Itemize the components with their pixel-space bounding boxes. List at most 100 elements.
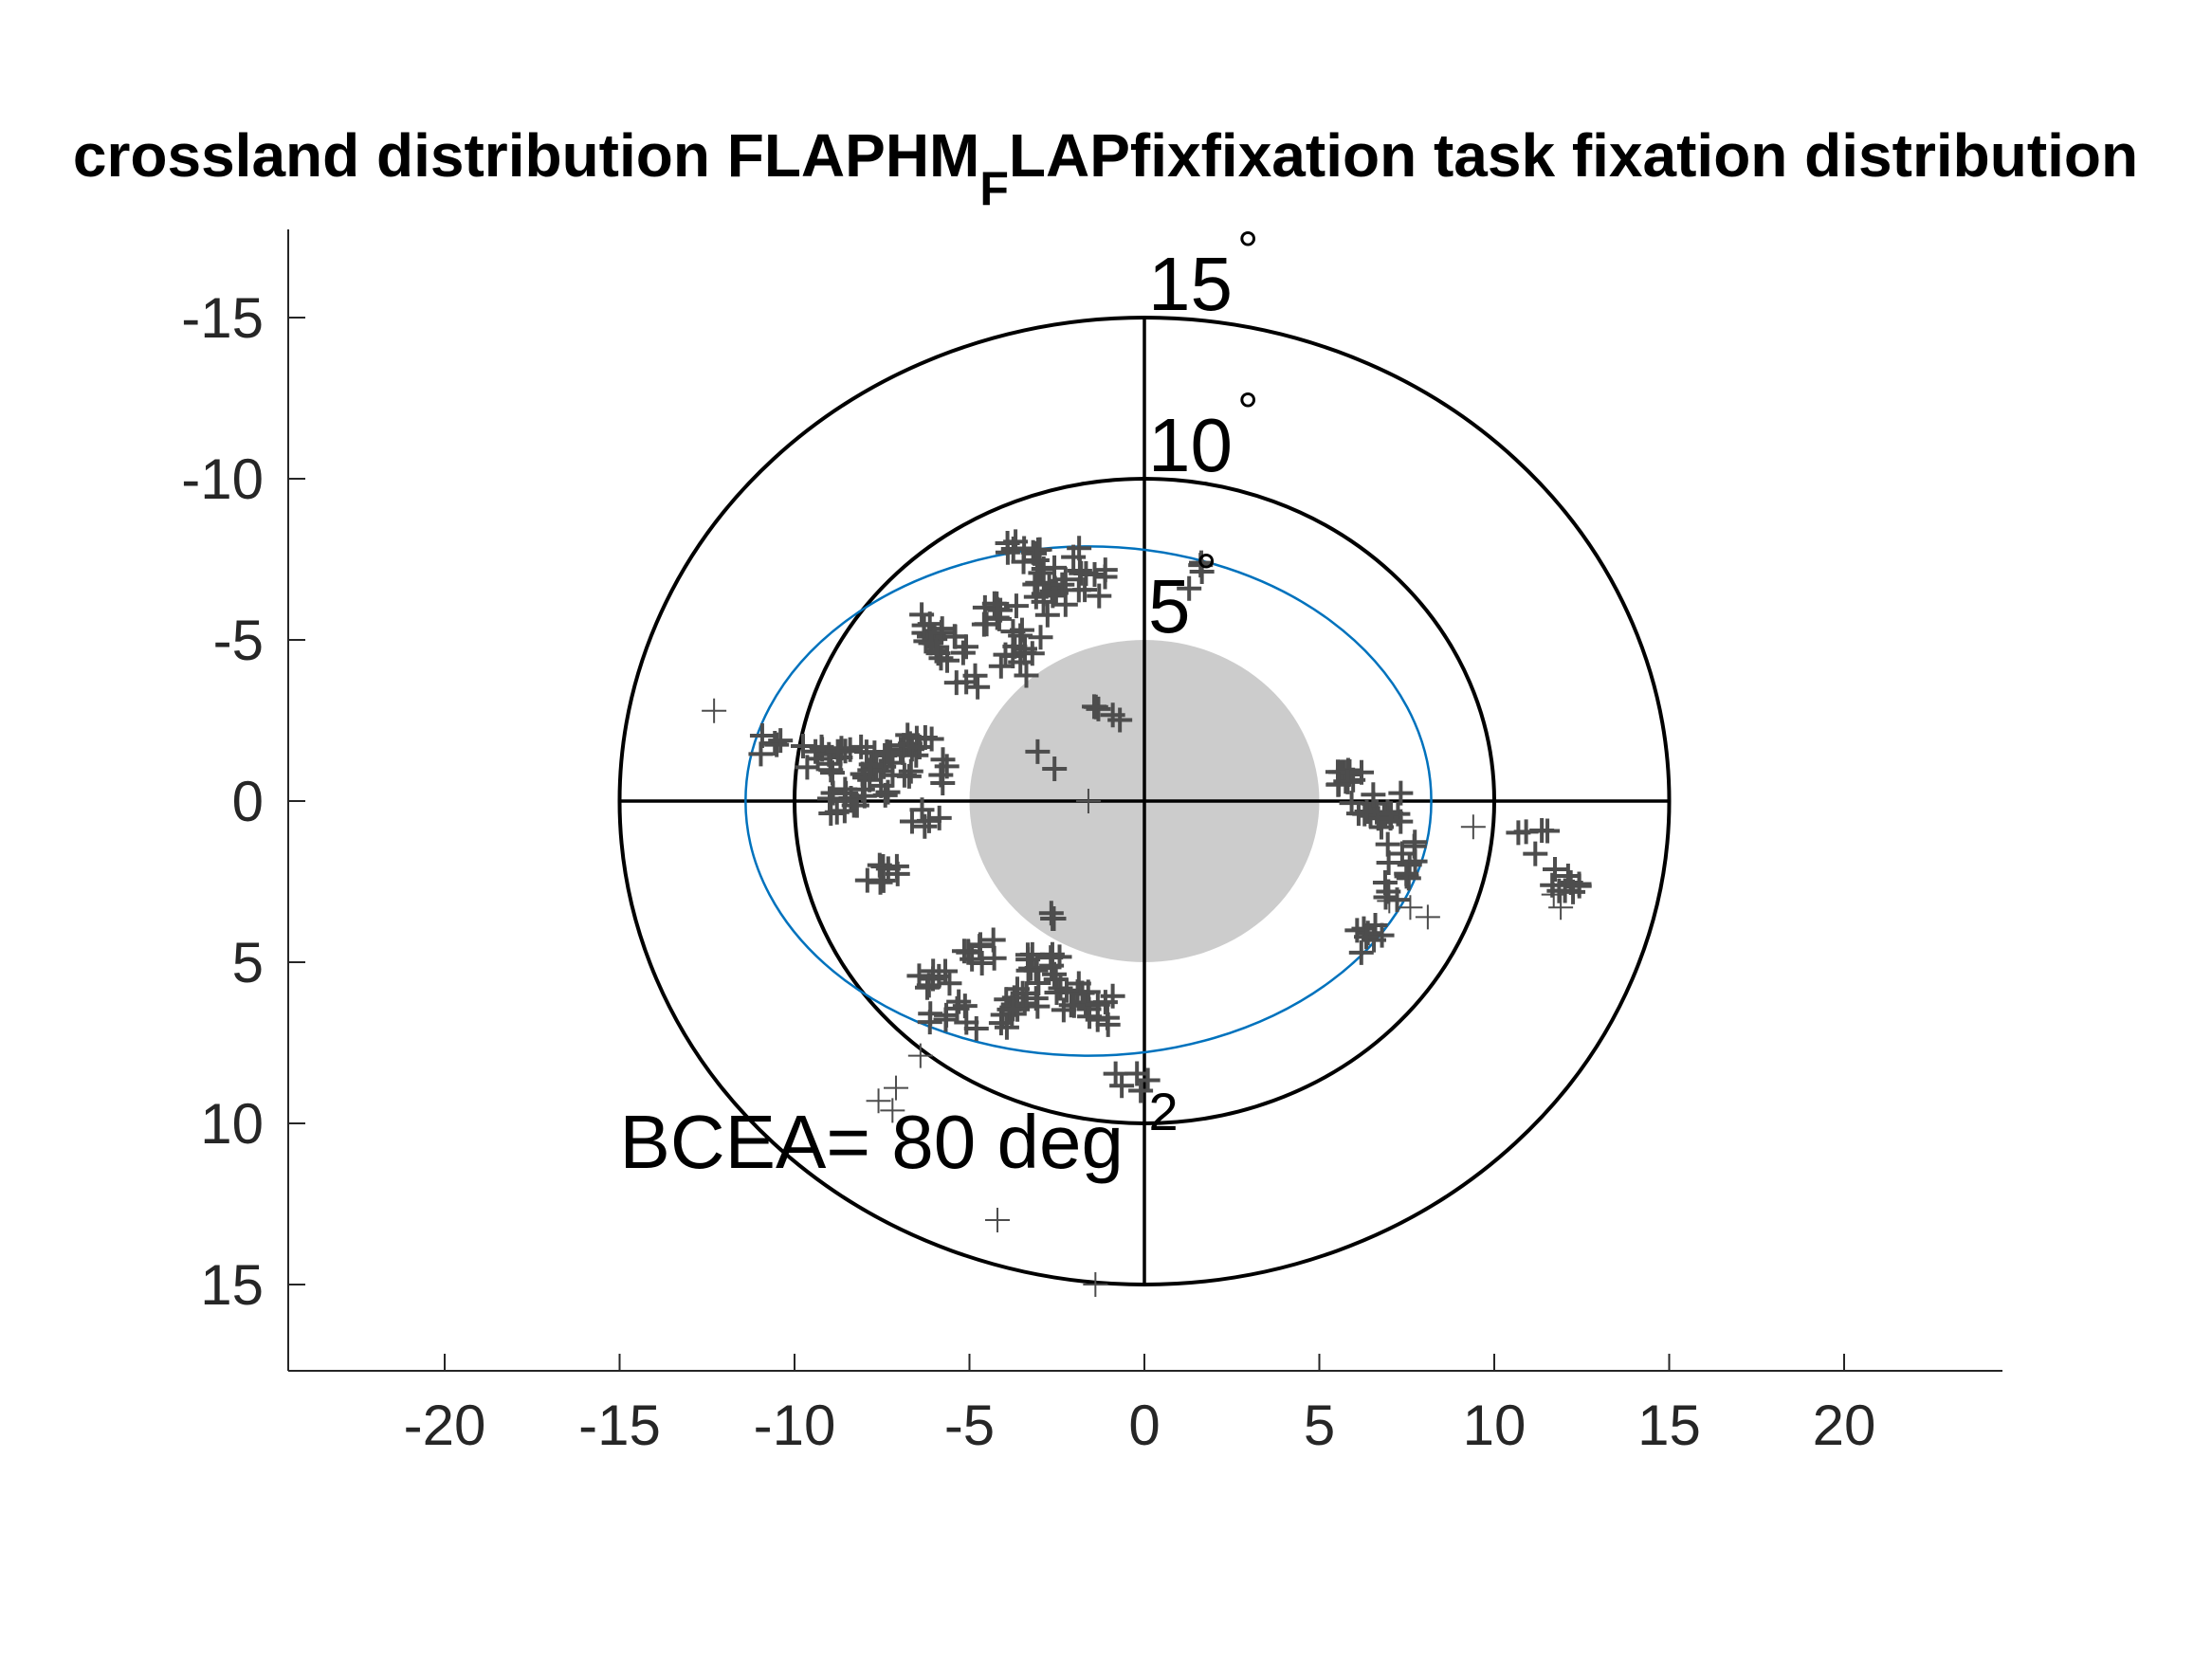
fixation-marker (974, 611, 999, 637)
ring-label-15: 15 (1148, 242, 1233, 326)
fixation-marker (907, 1043, 933, 1068)
y-tick-label: 10 (200, 1092, 264, 1156)
fixation-marker (1051, 997, 1076, 1023)
fixation-marker (1052, 567, 1078, 592)
fixation-marker (1548, 895, 1574, 921)
fixation-marker (1372, 870, 1398, 896)
y-tick-label: -15 (181, 286, 264, 350)
fixation-marker (1103, 1061, 1128, 1086)
fixation-marker (1069, 980, 1095, 1006)
x-tick-label: -15 (578, 1394, 661, 1457)
fixation-marker (1092, 557, 1118, 583)
fixation-marker (1014, 663, 1039, 688)
fixation-marker (984, 591, 1010, 616)
fixation-marker (1024, 547, 1050, 573)
fixation-marker (1100, 702, 1125, 728)
fixation-marker (850, 776, 875, 802)
fixation-marker (1389, 841, 1415, 866)
fixation-marker (963, 1015, 989, 1041)
fixation-marker (1388, 809, 1414, 834)
ring-degree-symbol: ° (1237, 381, 1258, 441)
fixation-marker (884, 853, 909, 879)
fixation-marker (906, 734, 932, 759)
x-tick-label: 20 (1813, 1394, 1876, 1457)
fixation-marker (762, 730, 788, 756)
chart-title-rest: LAPfixfixation task fixation distributio… (1009, 121, 2138, 190)
fixation-marker (1083, 1272, 1108, 1297)
fixation-marker (1040, 905, 1066, 931)
x-tick-label: -5 (944, 1394, 995, 1457)
fixation-marker (1086, 696, 1111, 721)
fixation-marker (748, 741, 774, 767)
chart-title: crossland distribution FLAPHMFLAPfixfixa… (73, 121, 2138, 215)
fixation-marker (1354, 924, 1380, 950)
fixation-marker (1513, 819, 1539, 845)
fixation-marker (1541, 882, 1566, 907)
y-tick-label: -5 (213, 609, 264, 672)
x-tick-label: 0 (1128, 1394, 1160, 1457)
fixation-marker (967, 934, 993, 959)
fixation-marker (868, 869, 893, 895)
fixation-marker (1349, 759, 1374, 785)
fixation-marker (988, 1011, 1014, 1036)
fixation-marker (926, 963, 952, 989)
fixation-marker (1053, 977, 1079, 1003)
fixation-marker (1377, 888, 1402, 914)
fixation-marker (854, 867, 880, 893)
fixation-marker (925, 641, 951, 666)
bcea-label: BCEA= 80 deg (620, 1100, 1124, 1184)
fixation-marker (1075, 789, 1101, 813)
fixation-marker (965, 674, 991, 700)
ring-label-5: 5 (1148, 564, 1191, 648)
y-tick-label: 15 (200, 1253, 264, 1317)
fixation-marker (829, 736, 854, 761)
fixation-marker (912, 813, 938, 839)
fixation-marker (988, 653, 1014, 679)
ring-degree-symbol: ° (1237, 220, 1258, 280)
x-tick-label: 5 (1304, 1394, 1335, 1457)
fixation-marker (1543, 856, 1567, 882)
fixation-marker (1388, 780, 1414, 806)
fixation-marker (943, 670, 969, 696)
fixation-marker (1042, 555, 1068, 580)
fixation-marker (1038, 945, 1064, 971)
fixation-marker (928, 762, 954, 788)
fixation-marker (909, 797, 935, 823)
fixation-marker (1003, 593, 1029, 619)
fixation-marker (880, 1098, 905, 1123)
fixation-marker (1325, 772, 1351, 797)
fixation-marker (702, 698, 727, 723)
fixation-marker (1002, 633, 1028, 659)
fixation-marker (985, 1208, 1011, 1232)
fixation-marker (926, 805, 952, 830)
fixation-marker (805, 746, 831, 772)
plot-area (617, 316, 1672, 1286)
fixation-marker (866, 1088, 891, 1114)
fixation-marker (1066, 577, 1091, 603)
fixation-marker (1523, 841, 1548, 866)
fixation-marker (928, 620, 954, 646)
chart-title-main: crossland distribution FLAPHM (73, 121, 979, 190)
fixation-marker (1061, 544, 1087, 570)
fixation-marker (911, 612, 937, 638)
fixation-marker (1082, 562, 1107, 588)
fixation-marker (1018, 956, 1044, 981)
chart-title-subscript: F (979, 162, 1009, 215)
fixation-marker (917, 1010, 942, 1035)
fixation-marker (1354, 798, 1380, 824)
fixation-marker (1050, 572, 1075, 597)
y-tick-label: 0 (232, 770, 264, 833)
fixation-marker (1460, 814, 1486, 840)
fixation-marker (1083, 694, 1108, 720)
fixation-marker (1048, 975, 1073, 1001)
fixation-marker (825, 738, 850, 764)
fixation-marker (1087, 583, 1112, 609)
fixation-marker (928, 646, 954, 671)
fixation-marker (1094, 1005, 1120, 1030)
x-tick-label: -20 (404, 1394, 486, 1457)
fixation-marker (1109, 1073, 1135, 1099)
x-tick-label: 10 (1463, 1394, 1526, 1457)
fixation-marker (980, 927, 1006, 953)
fixation-marker (858, 752, 884, 777)
